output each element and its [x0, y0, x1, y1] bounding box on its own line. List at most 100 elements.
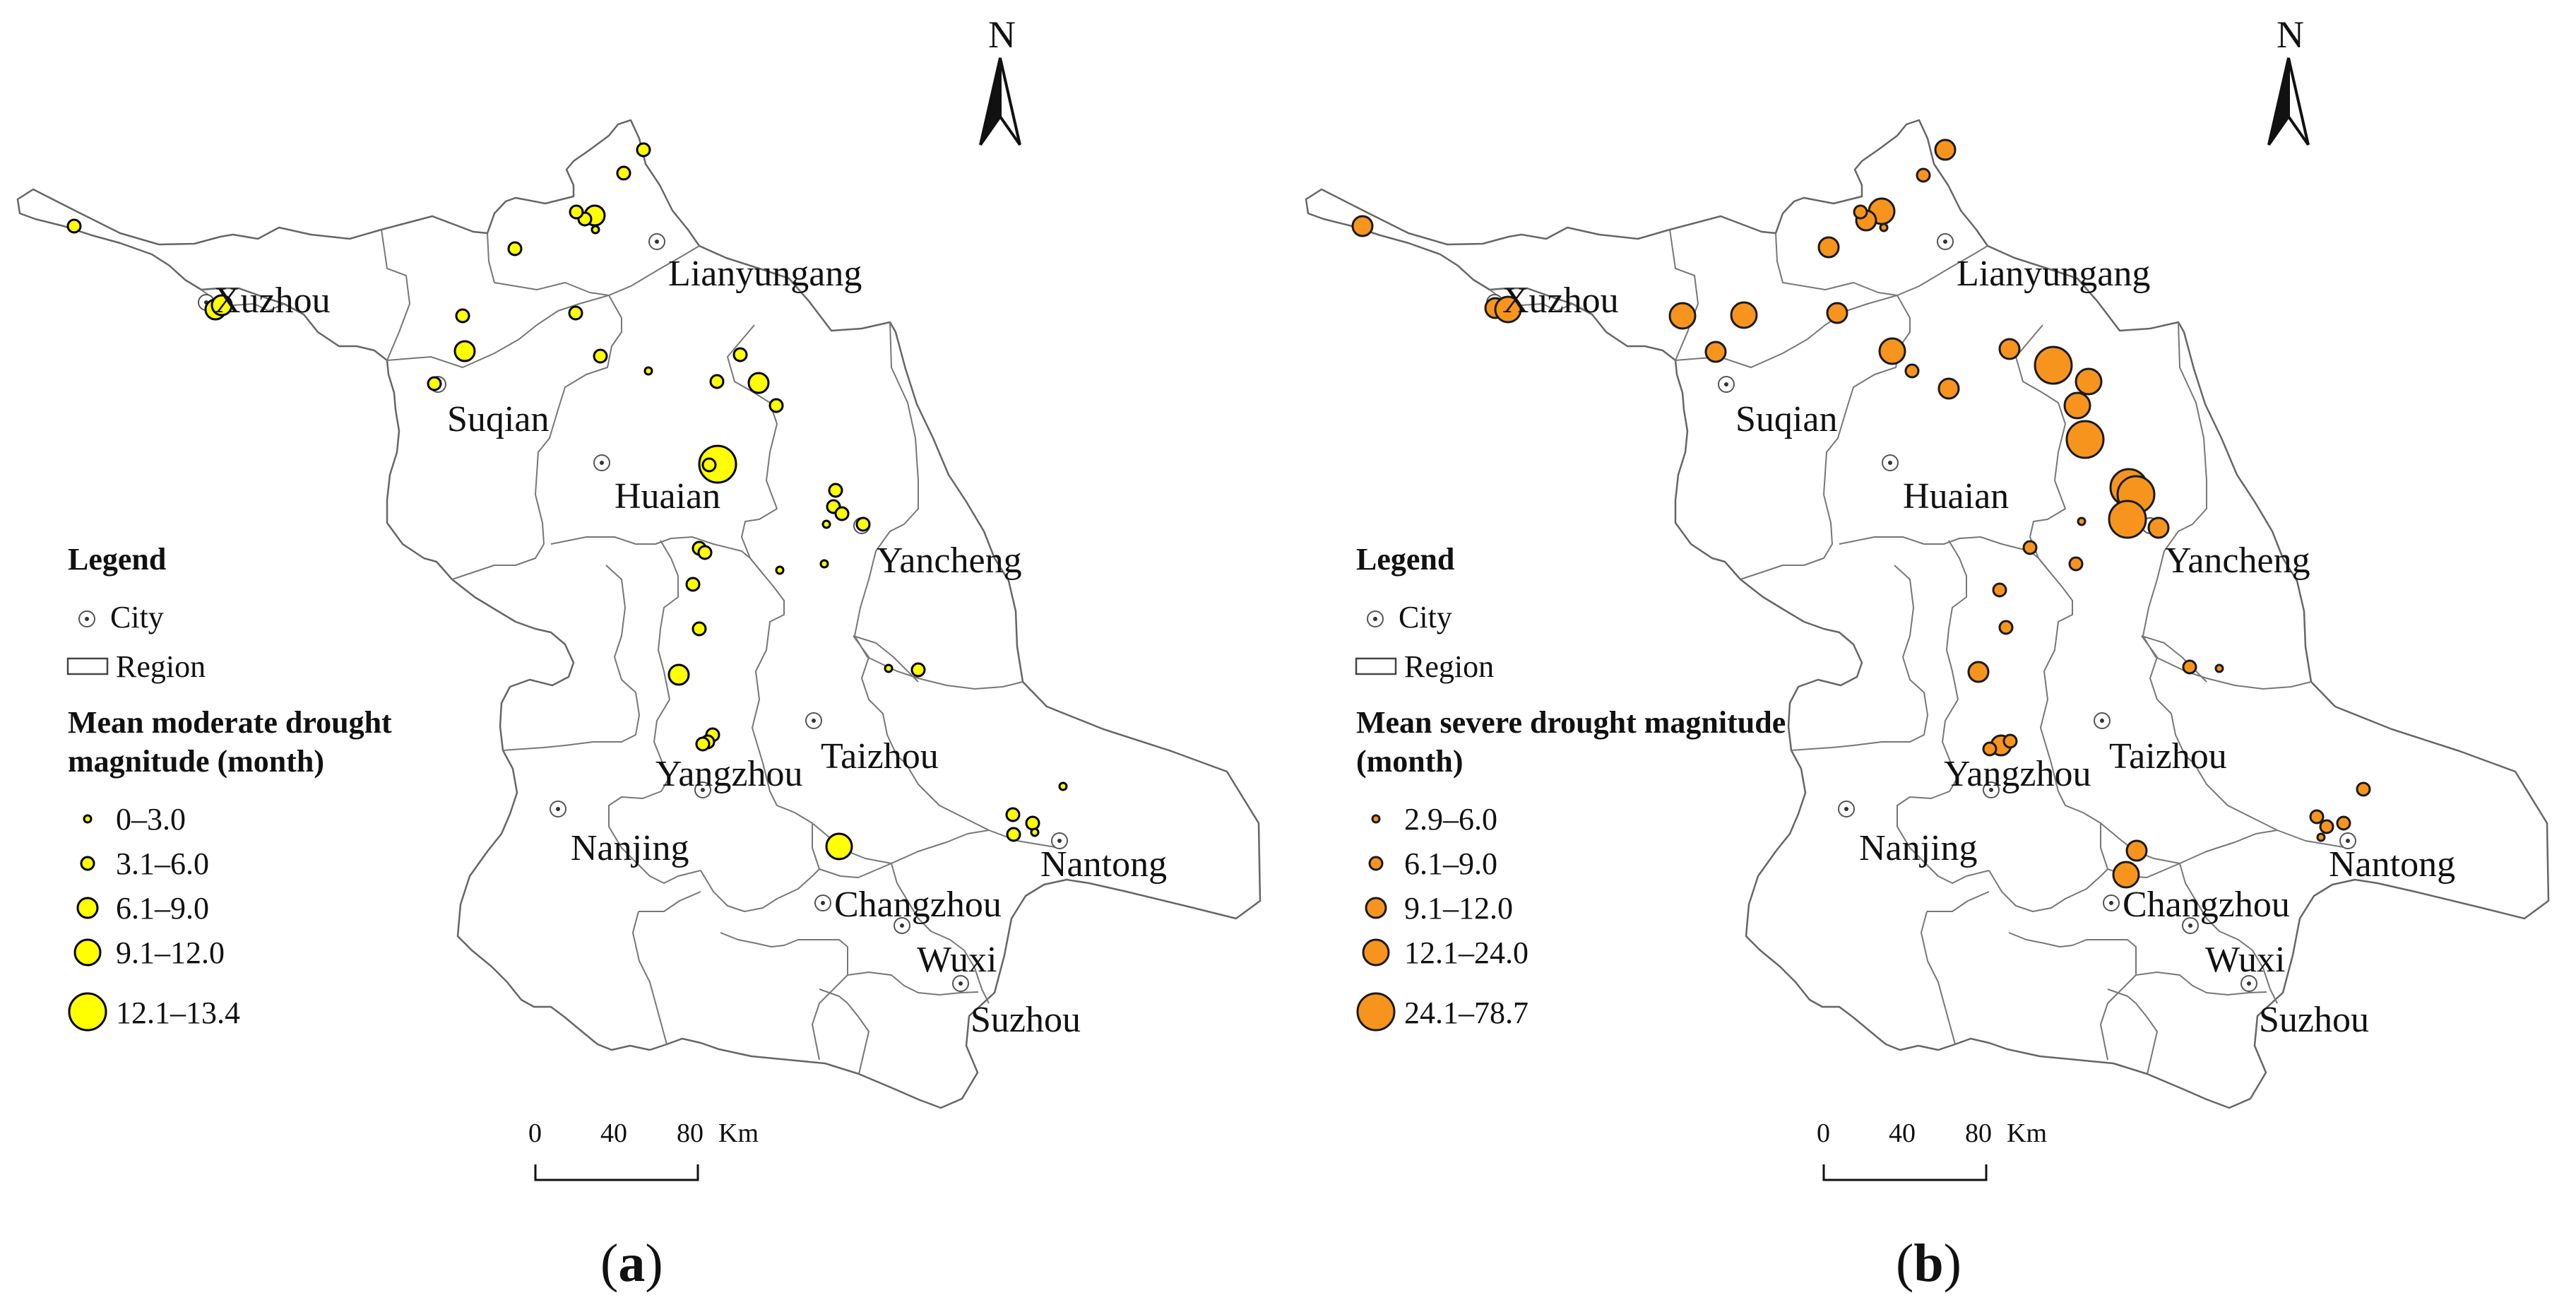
station-symbol — [1982, 741, 1998, 757]
city-label-nanjing: Nanjing — [571, 828, 689, 868]
region-border — [632, 911, 667, 1045]
station-symbols — [1351, 138, 2371, 889]
city-marker-suqian — [1718, 376, 1735, 393]
station-symbol — [1934, 138, 1957, 161]
station-symbol — [2108, 500, 2147, 539]
legend-city-symbol — [78, 610, 95, 627]
station-symbol — [1998, 620, 2014, 635]
city-label-lianyungang: Lianyungang — [1957, 254, 2151, 294]
station-symbol — [2034, 346, 2073, 385]
city-marker-yangzhou — [694, 781, 711, 798]
station-symbol — [1878, 337, 1906, 365]
station-symbol — [2214, 663, 2224, 673]
legend-title: Legend — [1356, 542, 1455, 577]
station-symbol — [910, 662, 926, 678]
city-label-wuxi: Wuxi — [2205, 940, 2286, 980]
station-symbol — [747, 372, 770, 394]
legend-class-symbol-4 — [1362, 938, 1390, 967]
station-symbol — [616, 165, 631, 181]
legend-class-2: 6.1–9.0 — [1404, 846, 1497, 881]
region-border — [1946, 540, 1967, 700]
city-label-suzhou: Suzhou — [2259, 1000, 2369, 1040]
legend-class-symbol-1 — [83, 814, 93, 824]
station-symbol — [2077, 516, 2087, 526]
legend-class-symbol-1 — [1371, 814, 1381, 824]
north-arrow — [979, 57, 1021, 146]
station-symbol — [2182, 659, 2197, 675]
station-symbol — [2022, 540, 2038, 555]
city-label-changzhou: Changzhou — [2123, 885, 2290, 925]
region-border — [1988, 868, 2108, 912]
region-border — [502, 565, 640, 751]
scale-tick-0: 0 — [528, 1118, 542, 1148]
city-label-nanjing: Nanjing — [1859, 828, 1978, 868]
station-symbol — [821, 519, 831, 529]
station-symbol — [667, 663, 690, 686]
province-outline — [1305, 119, 2550, 1109]
legend-class-symbol-3 — [1365, 897, 1387, 919]
station-symbol — [1967, 661, 1990, 683]
legend-class-4: 12.1–24.0 — [1404, 935, 1529, 970]
station-symbol — [709, 374, 725, 389]
legend-class-symbol-3 — [76, 897, 99, 919]
station-symbol — [834, 506, 850, 521]
panel-caption: (a) — [600, 1234, 663, 1293]
station-symbol — [1704, 341, 1727, 363]
station-symbol — [1853, 204, 1868, 220]
station-symbol — [455, 308, 470, 324]
station-symbol — [2336, 815, 2351, 831]
station-symbol — [2063, 391, 2091, 420]
city-marker-changzhou — [814, 894, 831, 911]
region-border — [1791, 565, 1928, 751]
region-border — [720, 932, 848, 1061]
region-border — [487, 232, 610, 296]
city-label-xuzhou: Xuzhou — [1502, 281, 1619, 321]
station-symbol — [1494, 295, 1522, 324]
station-symbol — [701, 457, 717, 473]
north-label: N — [2277, 13, 2304, 56]
caption-letter: b — [1913, 1234, 1944, 1293]
station-symbol — [1998, 338, 2021, 360]
region-border — [451, 295, 622, 580]
station-symbol — [1006, 827, 1021, 842]
station-symbol — [828, 483, 843, 498]
city-marker-yangzhou — [1983, 781, 2000, 798]
station-symbol — [2065, 420, 2105, 459]
station-symbols — [66, 142, 1068, 861]
legend-class-symbol-5 — [1356, 992, 1396, 1032]
map-panel-b: N Lianyungang Xuzhou Suqian Huaian Yanch… — [1288, 0, 2576, 1305]
legend-class-2: 3.1–6.0 — [116, 846, 209, 881]
region-border — [854, 321, 1023, 690]
region-border — [2100, 823, 2278, 878]
station-symbol — [2125, 839, 2148, 862]
station-symbol — [636, 142, 651, 158]
legend-city-symbol — [1367, 610, 1384, 627]
region-border — [1921, 911, 1956, 1045]
region-border — [550, 536, 751, 559]
city-label-yangzhou: Yangzhou — [655, 754, 803, 794]
city-label-suqian: Suqian — [1735, 399, 1838, 439]
station-symbol — [1025, 815, 1040, 831]
region-border — [847, 972, 979, 996]
station-symbol — [569, 204, 584, 220]
station-symbol — [2319, 819, 2334, 834]
scale-tick-40: 40 — [1889, 1118, 1916, 1148]
legend-class-symbol-2 — [1368, 856, 1384, 871]
station-symbol — [1058, 781, 1068, 791]
station-symbol — [568, 305, 583, 321]
city-label-suzhou: Suzhou — [971, 1000, 1081, 1040]
city-marker-nantong — [2339, 832, 2356, 849]
legend-region-label: Region — [116, 649, 206, 684]
region-border — [2141, 635, 2349, 849]
region-border — [1775, 232, 1898, 296]
legend-city-label: City — [1399, 600, 1452, 634]
city-marker-wuxi — [2182, 917, 2199, 934]
region-border — [608, 699, 701, 884]
station-symbol — [1916, 167, 1931, 183]
station-symbol — [2075, 367, 2103, 396]
region-border — [819, 988, 869, 1075]
station-symbol — [884, 663, 894, 673]
legend-class-3: 6.1–9.0 — [116, 891, 209, 926]
region-border — [1897, 699, 1990, 884]
region-border — [2038, 557, 2180, 864]
